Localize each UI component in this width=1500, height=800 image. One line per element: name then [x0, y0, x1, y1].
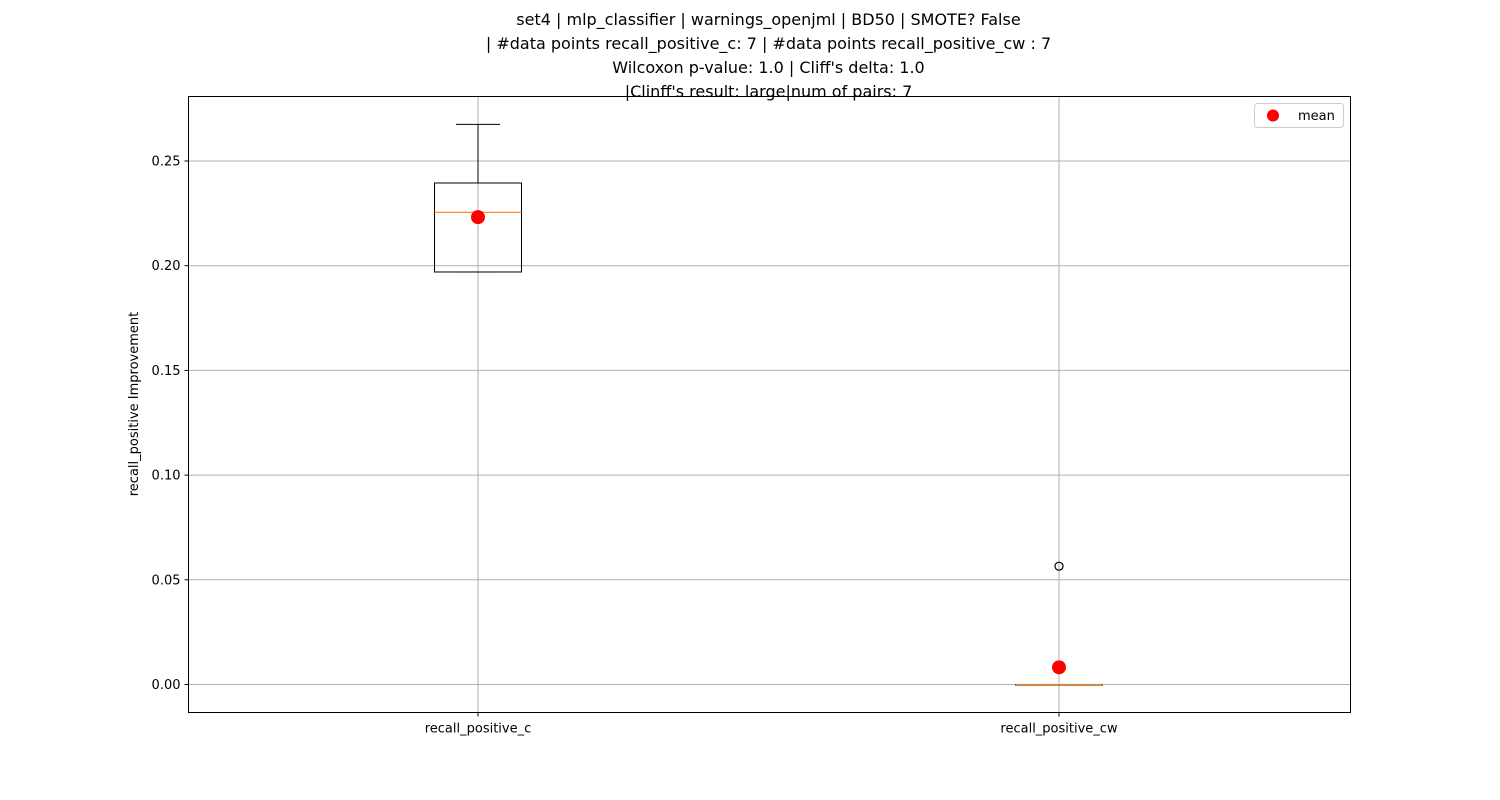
y-tick-label: 0.20	[152, 259, 181, 274]
tick-layer: 0.00 0.05 0.10 0.15 0.20 0.25 recall_positive_…	[152, 155, 1118, 737]
mean-marker	[471, 210, 485, 225]
grid-layer	[188, 96, 1351, 713]
legend-mean-label: mean	[1298, 109, 1335, 124]
legend-frame	[1254, 103, 1344, 128]
box-layer	[434, 123, 1103, 686]
title-line-1: set4 | mlp_classifier | warnings_openjml…	[516, 10, 1021, 29]
y-axis-label: recall_positive Improvement	[127, 312, 142, 496]
x-tick-label: recall_positive_cw	[1000, 722, 1118, 737]
y-tick-label: 0.00	[152, 678, 181, 693]
legend: mean	[1254, 103, 1344, 128]
iqr-box	[434, 182, 522, 273]
y-tick-label: 0.15	[152, 364, 181, 379]
title-line-2: | #data points recall_positive_c: 7 | #d…	[485, 34, 1052, 53]
y-tick-label: 0.25	[152, 155, 181, 170]
y-tick-label: 0.05	[152, 573, 181, 588]
x-tick-label: recall_positive_c	[425, 722, 532, 737]
y-tick-label: 0.10	[152, 469, 181, 484]
outlier-point	[1054, 561, 1064, 571]
mean-marker	[1052, 660, 1066, 675]
title-line-3: Wilcoxon p-value: 1.0 | Cliff's delta: 1…	[612, 58, 925, 77]
plot-area-frame	[188, 96, 1351, 713]
legend-mean-marker	[1267, 109, 1279, 122]
